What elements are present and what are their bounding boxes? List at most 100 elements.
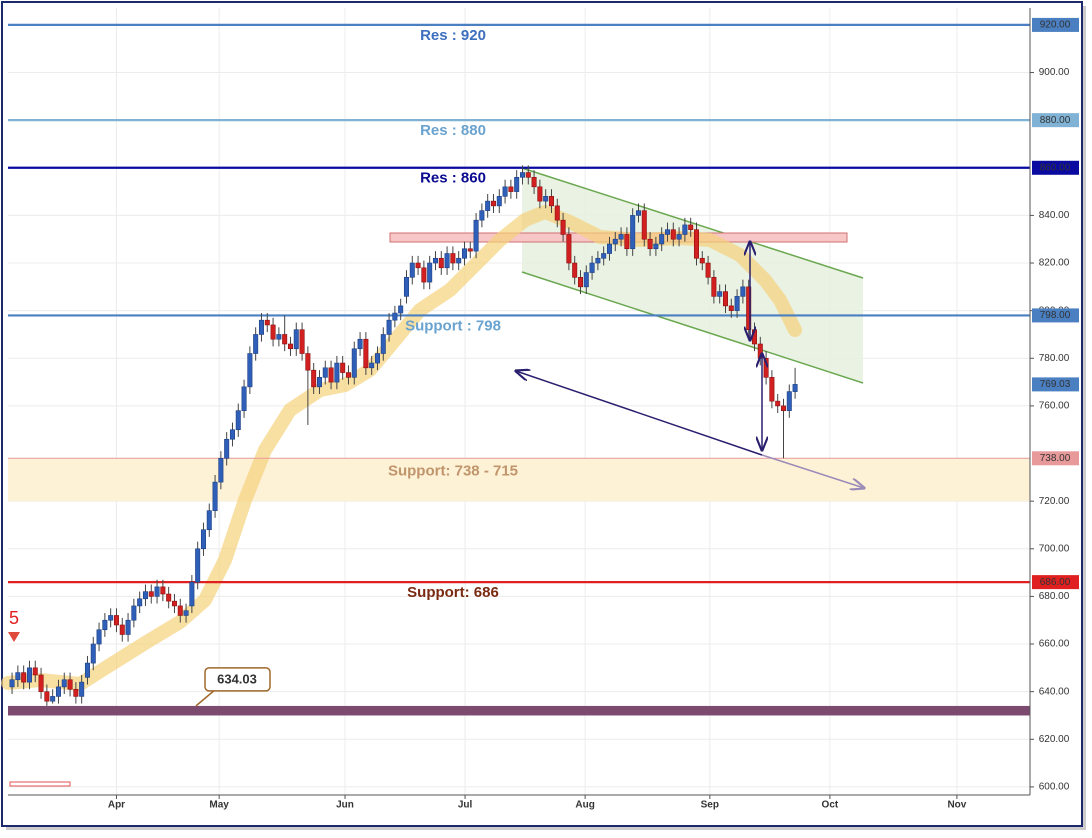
- candle-body: [102, 619, 108, 631]
- candle-body: [624, 234, 630, 250]
- level-label: Res : 860: [420, 170, 486, 187]
- candle-body: [763, 357, 769, 378]
- plot: Res : 920 Res : 880 Res : 860 Support : 798…: [8, 23, 1030, 706]
- candle-body: [438, 257, 444, 269]
- candle-body: [189, 581, 195, 607]
- y-tick-label: 640.00: [1039, 686, 1070, 697]
- y-tick-label: 700.00: [1039, 543, 1070, 554]
- price-box: [1032, 160, 1079, 175]
- candle-body: [195, 548, 201, 583]
- candle-body: [287, 343, 293, 350]
- candle-body: [490, 200, 496, 207]
- candle-body: [50, 696, 56, 702]
- candle-body: [572, 262, 578, 278]
- candle-body: [699, 257, 705, 264]
- price-box-label: 686.00: [1040, 577, 1071, 588]
- zone: [8, 458, 1030, 502]
- candle-body: [26, 667, 32, 683]
- scroll-marker: [9, 781, 71, 787]
- candle-body: [606, 243, 612, 254]
- candle-body: [502, 186, 508, 197]
- candle-body: [467, 248, 473, 252]
- candle-body: [380, 334, 386, 354]
- candle-body: [299, 329, 305, 354]
- candle-body: [398, 305, 404, 314]
- candle-body: [177, 605, 183, 616]
- price-box-label: 769.03: [1040, 379, 1071, 390]
- candle-body: [751, 329, 757, 345]
- candle-body: [566, 234, 572, 264]
- price-box: [1032, 575, 1079, 590]
- candle-body: [334, 362, 340, 383]
- level-label: Res : 920: [420, 27, 486, 44]
- candle-body: [270, 324, 276, 340]
- y-tick-label: 680.00: [1039, 591, 1070, 602]
- candle-body: [630, 215, 636, 250]
- candle-body: [131, 605, 137, 621]
- candle-body: [316, 377, 322, 388]
- candle-body: [595, 257, 601, 264]
- candle-body: [67, 679, 73, 690]
- underlay: [8, 8, 1034, 799]
- candle-body: [322, 367, 328, 378]
- candle-body: [456, 257, 462, 264]
- candle-body: [403, 277, 409, 297]
- price-box-label: 860.00: [1040, 162, 1071, 173]
- candle-body: [305, 353, 311, 371]
- candle-body: [525, 172, 531, 178]
- candle-body: [148, 591, 154, 597]
- candle-body: [531, 177, 537, 188]
- candle-body: [258, 319, 264, 335]
- price-box: [1032, 377, 1079, 392]
- candle-body: [670, 229, 676, 240]
- candle-body: [577, 277, 583, 288]
- candle-body: [717, 291, 723, 297]
- candle-body: [32, 667, 38, 676]
- channel: [522, 168, 863, 383]
- candle-body: [84, 662, 90, 678]
- candle-body: [154, 586, 160, 597]
- candle-body: [200, 529, 206, 550]
- candle-body: [90, 643, 96, 664]
- candle-body: [664, 229, 670, 235]
- candle-body: [485, 200, 491, 211]
- candle-body: [432, 257, 438, 264]
- candle-body: [9, 679, 15, 688]
- candle-body: [734, 296, 740, 311]
- marker-text: 5: [9, 608, 19, 628]
- y-tick-label: 620.00: [1039, 734, 1070, 745]
- candle-body: [276, 334, 282, 340]
- candle-body: [635, 210, 641, 216]
- price-box-label: 880.00: [1040, 115, 1071, 126]
- candle-body: [328, 367, 334, 383]
- candle-body: [293, 329, 299, 350]
- candle-body: [450, 253, 456, 264]
- candle-body: [543, 196, 549, 202]
- candle-body: [229, 429, 235, 440]
- arrow: [516, 371, 763, 456]
- candle-body: [345, 372, 351, 378]
- candle-body: [659, 234, 665, 245]
- candle-body: [386, 319, 392, 335]
- y-tick-label: 660.00: [1039, 639, 1070, 650]
- candle-body: [589, 262, 595, 273]
- candle-body: [560, 219, 566, 235]
- candle-body: [61, 679, 67, 688]
- candle-body: [496, 196, 502, 207]
- callout-pointer: [195, 689, 216, 707]
- candle-body: [264, 319, 270, 326]
- candle-body: [166, 593, 172, 602]
- price-box-label: 738.00: [1040, 453, 1071, 464]
- candle-body: [722, 291, 728, 307]
- candle-body: [73, 688, 79, 697]
- level-label: Res : 880: [420, 122, 486, 139]
- candle-body: [218, 457, 224, 483]
- x-tick-label: Jun: [336, 800, 354, 811]
- candle-body: [653, 243, 659, 250]
- price-box-label: 920.00: [1040, 20, 1071, 31]
- callout-label: 634.03: [217, 671, 257, 686]
- candle-body: [548, 196, 554, 207]
- x-tick-label: Aug: [575, 800, 594, 811]
- zone: [8, 705, 1030, 716]
- candle-body: [601, 253, 607, 259]
